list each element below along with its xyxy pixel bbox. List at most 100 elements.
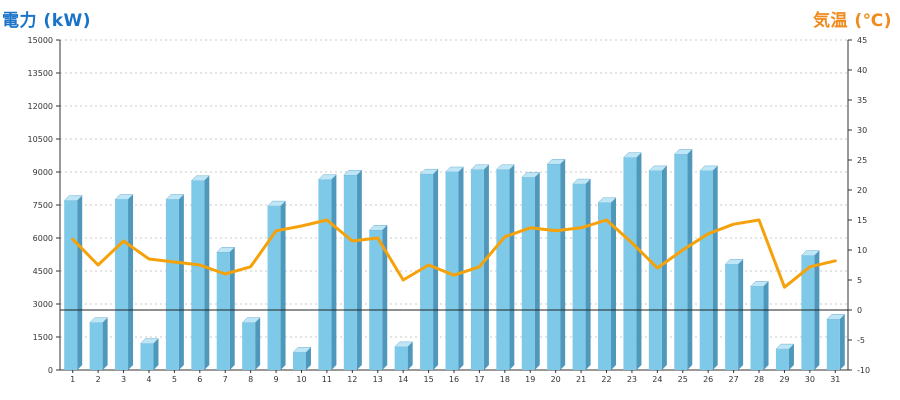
right-tick-label: -5 bbox=[857, 336, 865, 345]
bar-side bbox=[229, 247, 235, 370]
bar-side bbox=[331, 174, 337, 370]
x-tick-label: 19 bbox=[525, 375, 535, 384]
bar-side bbox=[661, 165, 667, 370]
x-tick-label: 13 bbox=[373, 375, 383, 384]
bar bbox=[115, 199, 129, 370]
bar bbox=[267, 206, 281, 370]
temperature-line bbox=[71, 218, 837, 289]
bar bbox=[394, 346, 408, 370]
bar-side bbox=[534, 172, 540, 370]
left-tick-label: 10500 bbox=[28, 135, 53, 144]
bar bbox=[445, 172, 459, 370]
right-tick-label: 5 bbox=[857, 276, 862, 285]
right-tick-label: 40 bbox=[857, 66, 867, 75]
bar-side bbox=[255, 317, 261, 370]
bar-side bbox=[788, 344, 794, 370]
x-tick-label: 17 bbox=[474, 375, 484, 384]
x-tick-label: 7 bbox=[223, 375, 228, 384]
x-tick-label: 23 bbox=[627, 375, 637, 384]
bar bbox=[572, 184, 586, 370]
x-tick-label: 29 bbox=[779, 375, 789, 384]
bar-side bbox=[509, 164, 515, 370]
bar bbox=[343, 175, 357, 370]
right-tick-label: 35 bbox=[857, 96, 867, 105]
bar bbox=[242, 322, 256, 370]
x-tick-label: 4 bbox=[146, 375, 151, 384]
left-tick-label: 6000 bbox=[33, 234, 53, 243]
bar bbox=[598, 202, 612, 370]
bar-side bbox=[839, 314, 845, 370]
bar-side bbox=[153, 338, 159, 370]
x-tick-label: 26 bbox=[703, 375, 713, 384]
bar-side bbox=[738, 259, 744, 370]
bar bbox=[89, 322, 103, 370]
x-tick-label: 21 bbox=[576, 375, 586, 384]
bar-side bbox=[356, 170, 362, 370]
x-tick-label: 15 bbox=[423, 375, 433, 384]
bar-side bbox=[483, 164, 489, 370]
left-tick-label: 7500 bbox=[33, 201, 53, 210]
left-axis-title: 電力 (kW) bbox=[2, 11, 92, 31]
x-tick-label: 10 bbox=[296, 375, 306, 384]
right-tick-label: 15 bbox=[857, 216, 867, 225]
left-tick-label: 1500 bbox=[33, 333, 53, 342]
x-tick-label: 25 bbox=[678, 375, 688, 384]
bar bbox=[369, 230, 383, 370]
x-tick-label: 8 bbox=[248, 375, 253, 384]
bar-side bbox=[433, 169, 439, 370]
x-tick-label: 20 bbox=[551, 375, 561, 384]
x-tick-label: 22 bbox=[601, 375, 611, 384]
bar-side bbox=[611, 197, 617, 370]
bar bbox=[801, 255, 815, 370]
x-tick-label: 9 bbox=[274, 375, 279, 384]
bar-side bbox=[458, 167, 464, 370]
bar bbox=[318, 179, 332, 370]
bar bbox=[64, 200, 78, 370]
x-tick-label: 28 bbox=[754, 375, 764, 384]
x-tick-label: 31 bbox=[830, 375, 840, 384]
bar-side bbox=[407, 341, 413, 370]
x-tick-label: 18 bbox=[500, 375, 510, 384]
bar bbox=[521, 177, 535, 370]
right-axis-title: 気温 (℃) bbox=[812, 11, 892, 31]
x-tick-label: 24 bbox=[652, 375, 662, 384]
x-tick-label: 12 bbox=[347, 375, 357, 384]
bar-side bbox=[636, 152, 642, 370]
bar-side bbox=[280, 201, 286, 370]
bar bbox=[775, 349, 789, 370]
bar-side bbox=[712, 165, 718, 370]
bar bbox=[470, 169, 484, 370]
bar-side bbox=[585, 179, 591, 370]
bar bbox=[725, 264, 739, 370]
bar bbox=[699, 170, 713, 370]
right-tick-label: 30 bbox=[857, 126, 867, 135]
left-tick-label: 3000 bbox=[33, 300, 53, 309]
x-tick-label: 14 bbox=[398, 375, 408, 384]
bar-side bbox=[687, 149, 693, 370]
right-tick-label: 0 bbox=[857, 306, 862, 315]
bar-side bbox=[77, 195, 83, 370]
bar-side bbox=[763, 281, 769, 370]
left-tick-label: 13500 bbox=[28, 69, 53, 78]
x-tick-label: 6 bbox=[197, 375, 202, 384]
bar bbox=[292, 352, 306, 370]
bar bbox=[826, 319, 840, 370]
bar-side bbox=[178, 194, 184, 370]
right-tick-label: 20 bbox=[857, 186, 867, 195]
x-tick-label: 2 bbox=[96, 375, 101, 384]
bar-side bbox=[204, 175, 210, 370]
left-tick-label: 0 bbox=[48, 366, 53, 375]
bar-side bbox=[102, 317, 108, 370]
bar bbox=[648, 170, 662, 370]
bar bbox=[750, 286, 764, 370]
left-tick-label: 15000 bbox=[28, 36, 53, 45]
bar bbox=[547, 164, 561, 370]
bar-side bbox=[128, 194, 134, 370]
x-tick-label: 11 bbox=[322, 375, 332, 384]
right-tick-label: 25 bbox=[857, 156, 867, 165]
bar-side bbox=[305, 347, 311, 370]
left-tick-label: 4500 bbox=[33, 267, 53, 276]
bar-side bbox=[560, 159, 566, 370]
bar bbox=[140, 343, 154, 370]
